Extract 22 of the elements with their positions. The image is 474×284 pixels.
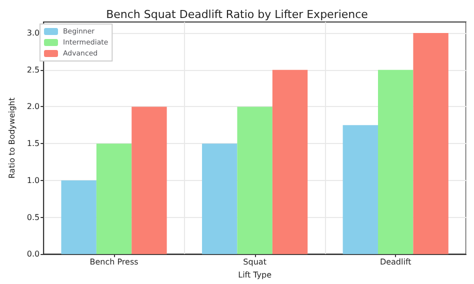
bar: [378, 70, 414, 254]
x-tick-label: Deadlift: [380, 258, 412, 267]
bar: [96, 144, 132, 254]
bar: [132, 106, 167, 254]
bar: [202, 144, 238, 254]
bar: [61, 180, 96, 254]
y-tick-label: 2.0: [26, 102, 40, 112]
x-tick-label: Bench Press: [90, 258, 138, 267]
chart-title: Bench Squat Deadlift Ratio by Lifter Experience: [106, 8, 368, 21]
bar: [342, 125, 378, 254]
bar: [413, 33, 448, 254]
y-tick-label: 1.5: [26, 139, 40, 148]
x-tick-label: Squat: [243, 258, 266, 267]
y-tick-label: 1.0: [26, 176, 40, 185]
x-axis-title: Lift Type: [238, 270, 272, 280]
y-tick-label: 0.0: [26, 250, 40, 259]
y-tick-label: 0.5: [26, 212, 40, 222]
bar: [237, 106, 272, 254]
y-tick-label: 2.5: [26, 65, 40, 74]
y-axis-title: Ratio to Bodyweight: [8, 98, 16, 178]
y-tick-label: 3.0: [26, 28, 40, 38]
bar: [272, 70, 308, 254]
